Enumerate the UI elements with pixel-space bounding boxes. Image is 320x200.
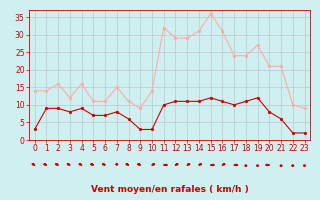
Text: Vent moyen/en rafales ( km/h ): Vent moyen/en rafales ( km/h ) — [91, 185, 248, 194]
